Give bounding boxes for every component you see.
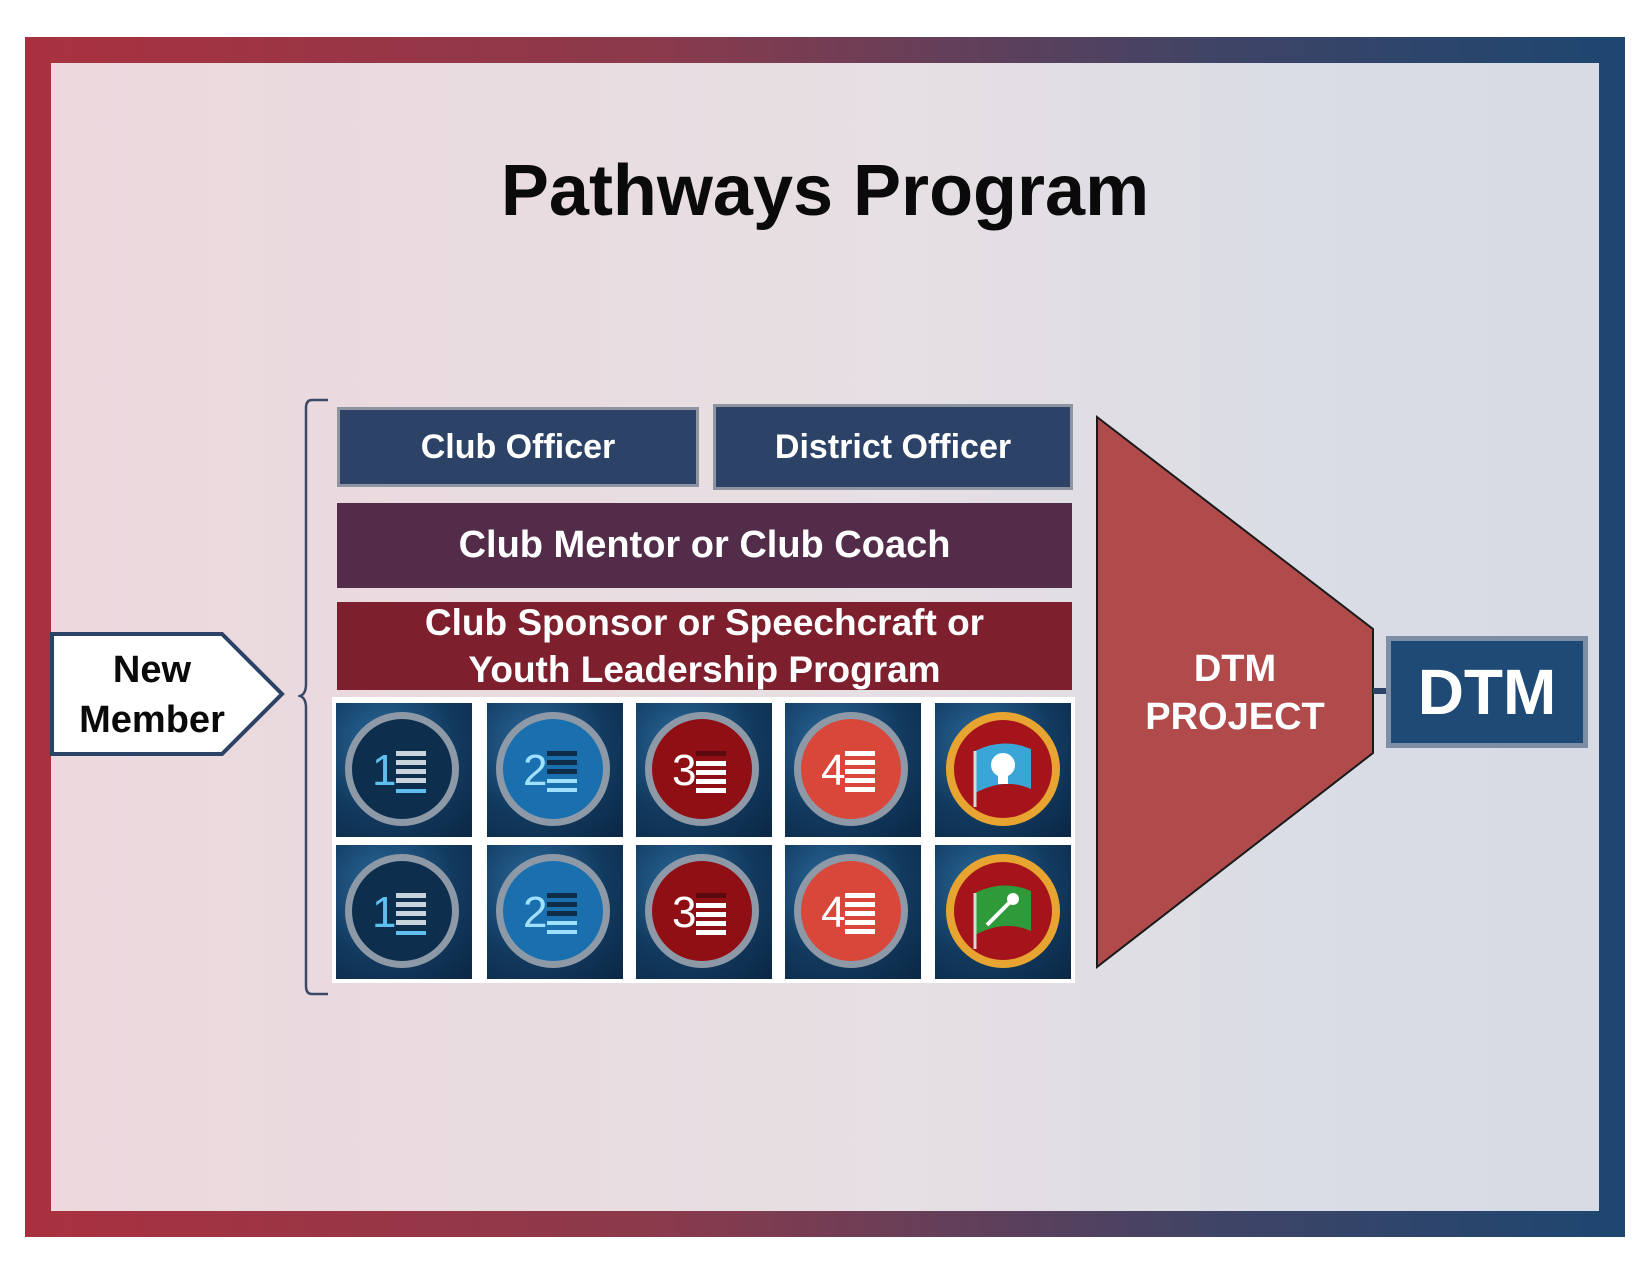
level-4-badge: 4 [785,703,921,837]
idea-flag-icon [935,703,1071,837]
dtm-goal-box: DTM [1386,636,1588,748]
grouping-bracket [298,398,328,996]
funnel-connector [1373,688,1388,694]
club-sponsor-box: Club Sponsor or Speechcraft or Youth Lea… [337,602,1072,690]
level-number: 3 [672,888,696,937]
level-2-badge: 2 [487,845,623,979]
level-2-badge: 2 [487,703,623,837]
new-member-line1: New [112,649,192,691]
page-title: Pathways Program [500,151,1150,231]
level-number: 1 [372,746,396,795]
level-1-badge: 1 [336,845,472,979]
new-member-label: New Member [52,645,252,745]
level-3-badge: 3 [636,845,772,979]
club-officer-box: Club Officer [337,407,699,487]
level-1-badge: 1 [336,703,472,837]
dtm-project-label: DTM PROJECT [1120,645,1350,741]
level-number: 4 [821,888,845,937]
district-officer-box: District Officer [713,404,1073,490]
level-number: 2 [523,746,547,795]
microphone-flag-icon [935,845,1071,979]
level-number: 1 [372,888,396,937]
new-member-shape [50,632,285,756]
club-sponsor-line2: Youth Leadership Program [468,649,941,690]
level-4-badge: 4 [785,845,921,979]
club-mentor-box: Club Mentor or Club Coach [337,503,1072,588]
new-member-line2: Member [79,699,225,741]
dtm-project-funnel [1096,415,1374,970]
level-number: 4 [821,746,845,795]
badge-grid: 1 2 3 4 1 2 3 4 [332,697,1075,983]
level-3-badge: 3 [636,703,772,837]
club-sponsor-line1: Club Sponsor or Speechcraft or [424,602,985,643]
dtm-project-line2: PROJECT [1145,696,1325,738]
dtm-project-line1: DTM [1193,648,1277,690]
level-number: 2 [523,888,547,937]
level-number: 3 [672,746,696,795]
